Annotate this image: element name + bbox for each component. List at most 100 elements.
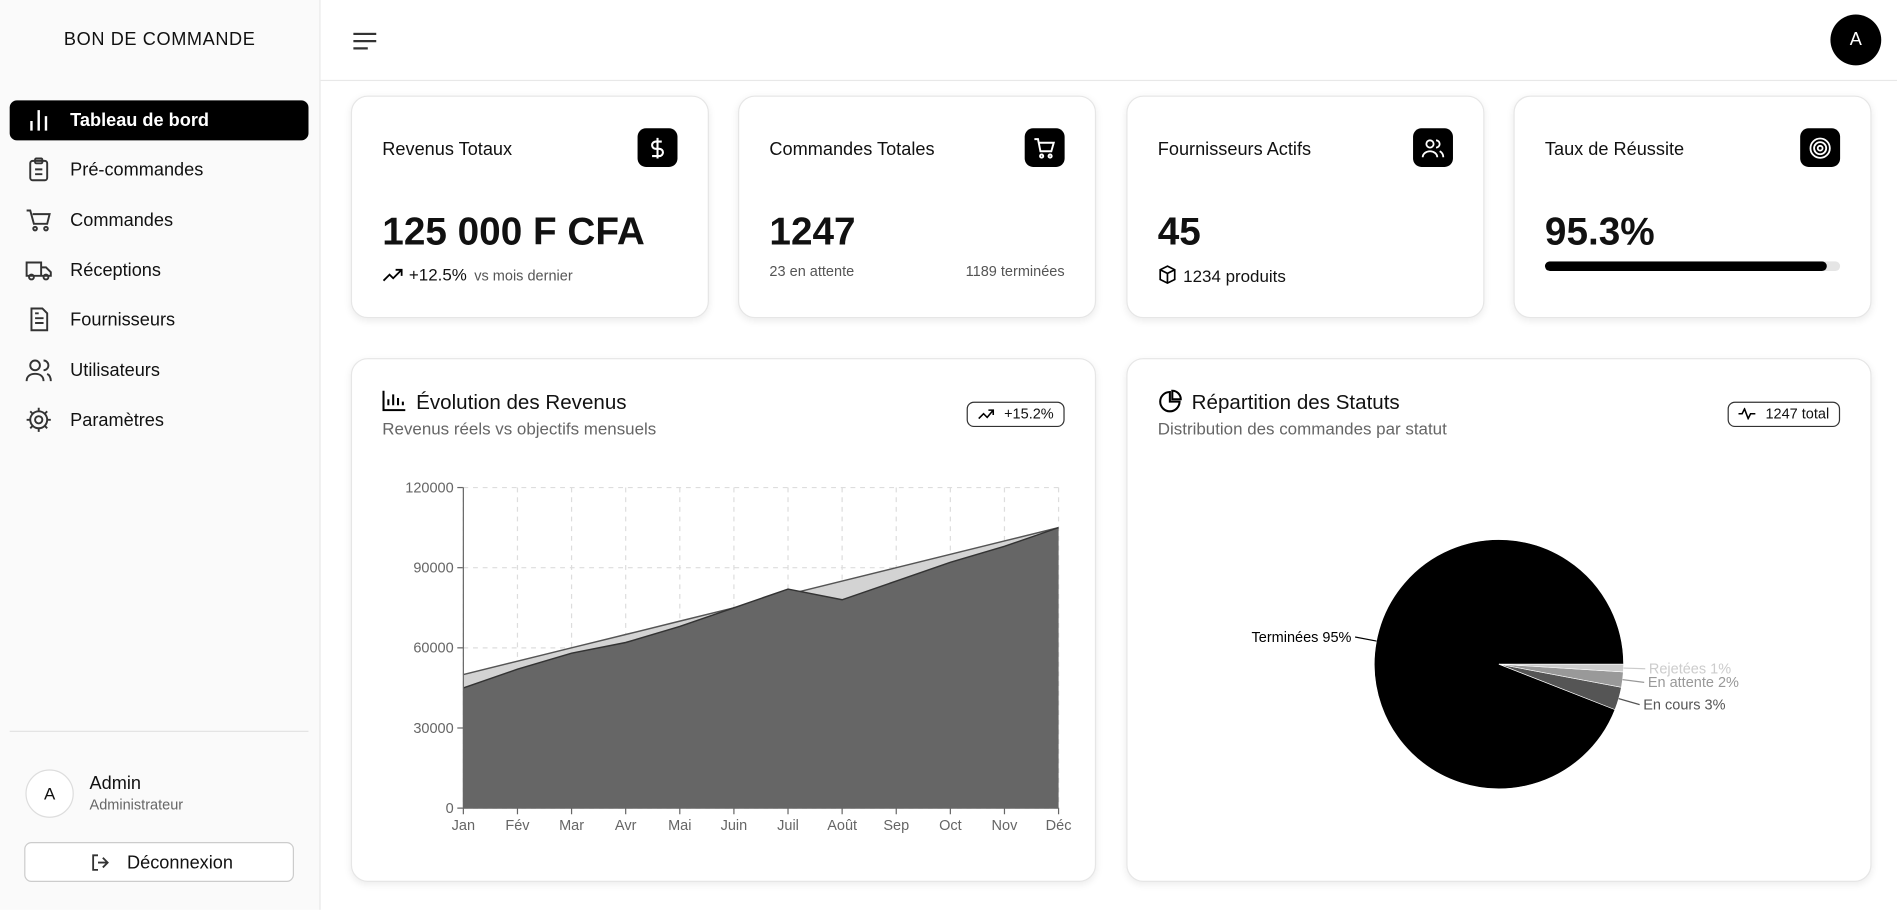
nav-icon: [25, 359, 52, 382]
brand: BON DE COMMANDE: [63, 29, 256, 50]
stat-value: 1247: [769, 209, 856, 253]
header-avatar[interactable]: A: [1830, 14, 1882, 66]
stat-card: Revenus Totaux 125 000 F CFA +12.5% vs m…: [350, 95, 709, 319]
stat-pending: 23 en attente: [769, 262, 855, 280]
badge-text: +15.2%: [1004, 405, 1054, 423]
stat-value: 45: [1157, 209, 1201, 253]
x-tick-label: Oct: [939, 818, 962, 834]
nav-item[interactable]: Commandes: [10, 201, 309, 241]
box-icon: [1159, 265, 1176, 285]
label-line: [1623, 667, 1646, 670]
chart-card: Évolution des Revenus Revenus réels vs o…: [350, 358, 1097, 882]
sidebar: BON DE COMMANDE Tableau de bord Pré-comm…: [0, 0, 321, 910]
badge-text: 1247 total: [1765, 405, 1830, 423]
slice-label: Terminées 95%: [1252, 630, 1352, 646]
nav-icon: [26, 407, 51, 432]
nav-item[interactable]: Fournisseurs: [10, 300, 309, 340]
y-tick-label: 90000: [413, 561, 453, 577]
label-line: [1618, 698, 1640, 706]
stat-title: Commandes Totales: [769, 139, 935, 160]
x-tick-label: Jan: [452, 818, 475, 834]
stat-card: Commandes Totales 1247 23 en attente 118…: [737, 95, 1097, 319]
nav-icon: [25, 261, 52, 281]
x-tick-label: Juin: [721, 818, 748, 834]
trend-icon: [382, 268, 403, 282]
x-tick-label: Juil: [777, 818, 799, 834]
nav-label: Tableau de bord: [70, 110, 209, 131]
stat-card: Fournisseurs Actifs 45 1234 produits: [1126, 95, 1485, 319]
chart-badge: +15.2%: [966, 401, 1065, 428]
stat-note: vs mois dernier: [474, 267, 573, 285]
label-line: [1622, 679, 1645, 683]
x-tick-label: Fév: [505, 818, 530, 834]
chart-subtitle: Distribution des commandes par statut: [1157, 418, 1447, 438]
chart-card: Répartition des Statuts Distribution des…: [1126, 358, 1872, 882]
stat-icon: [1413, 128, 1453, 167]
stat-title: Fournisseurs Actifs: [1157, 139, 1312, 160]
nav-icon: [30, 110, 48, 131]
slice-label: Rejetées 1%: [1649, 662, 1731, 678]
x-tick-label: Nov: [992, 818, 1019, 834]
nav-icon: [29, 157, 49, 182]
user-avatar: A: [25, 769, 74, 818]
nav-label: Commandes: [70, 210, 174, 232]
stat-change: +12.5%: [408, 264, 467, 285]
stat-done: 1189 terminées: [965, 262, 1065, 280]
nav-label: Pré-commandes: [70, 159, 204, 181]
x-tick-label: Mai: [668, 818, 691, 834]
x-tick-label: Mar: [559, 818, 584, 834]
stat-value: 125 000 F CFA: [382, 209, 645, 253]
area-line: [463, 526, 1059, 689]
stat-icon: [637, 128, 678, 167]
stat-title: Revenus Totaux: [382, 139, 513, 160]
y-tick-label: 0: [446, 801, 454, 817]
stat-value: 95.3%: [1544, 209, 1655, 253]
menu-button[interactable]: [353, 32, 377, 50]
x-tick-label: Sep: [883, 818, 909, 834]
y-tick-label: 60000: [413, 641, 453, 657]
nav-label: Utilisateurs: [70, 360, 160, 382]
user-role: Administrateur: [89, 796, 184, 813]
chart-title: Répartition des Statuts: [1191, 390, 1400, 414]
slice-label: En attente 2%: [1648, 675, 1739, 691]
header: [320, 0, 1897, 82]
nav-label: Paramètres: [70, 410, 164, 431]
nav-item[interactable]: Réceptions: [10, 250, 309, 290]
chart-icon: [382, 390, 406, 412]
stat-card: Taux de Réussite 95.3%: [1513, 95, 1872, 319]
nav-item[interactable]: Tableau de bord: [9, 100, 309, 141]
slice-label: En cours 3%: [1643, 697, 1725, 713]
x-tick-label: Déc: [1046, 818, 1072, 834]
stat-note: 1234 produits: [1183, 266, 1286, 286]
nav-label: Réceptions: [70, 260, 161, 281]
chart-subtitle: Revenus réels vs objectifs mensuels: [382, 418, 657, 438]
nav-item[interactable]: Utilisateurs: [10, 351, 309, 391]
nav-icon: [30, 307, 49, 332]
chart-title: Évolution des Revenus: [416, 390, 627, 414]
divider: [9, 730, 309, 732]
nav-label: Fournisseurs: [70, 309, 176, 331]
area-chart: 0 30000 60000 90000 120000 Jan Fév Mar Avr Mai Jui…: [405, 480, 1072, 834]
progress-bar: [1544, 261, 1827, 271]
x-tick-label: Août: [827, 818, 857, 834]
logout-icon: [92, 854, 109, 871]
chart-icon: [1159, 389, 1182, 413]
progress-track: [1544, 261, 1841, 271]
chart-badge: 1247 total: [1727, 401, 1841, 428]
pie-slice: [1374, 539, 1624, 790]
y-tick-label: 30000: [413, 721, 453, 737]
pie-chart: Terminées 95% En cours 3% En attente 2%Rej…: [1252, 539, 1739, 790]
stat-title: Taux de Réussite: [1544, 139, 1685, 160]
user-name: Admin: [89, 773, 141, 794]
nav-icon: [26, 209, 51, 232]
logout-label: Déconnexion: [127, 852, 233, 874]
label-line: [1354, 636, 1377, 642]
x-tick-label: Avr: [615, 818, 637, 834]
nav-item[interactable]: Paramètres: [10, 400, 309, 440]
nav-item[interactable]: Pré-commandes: [10, 150, 309, 190]
y-tick-label: 120000: [405, 480, 453, 496]
stat-icon: [1800, 128, 1841, 167]
logout-button[interactable]: Déconnexion: [24, 842, 294, 882]
